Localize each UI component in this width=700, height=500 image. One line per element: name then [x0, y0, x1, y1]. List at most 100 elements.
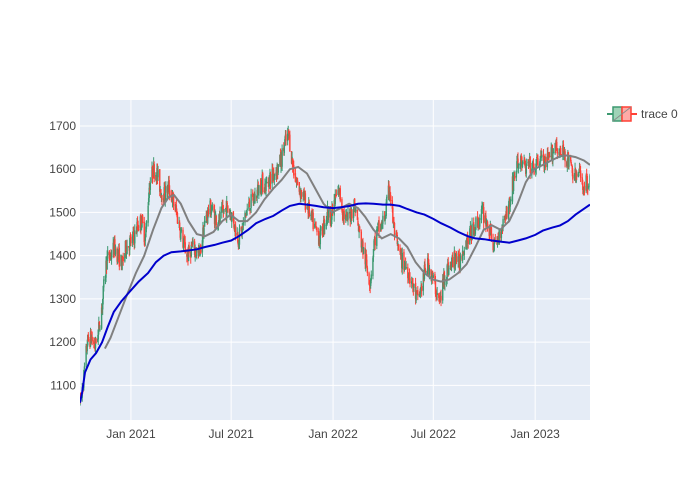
candle-decreasing	[506, 206, 508, 220]
candle-increasing	[405, 261, 407, 270]
plot-area	[80, 100, 590, 420]
candle-increasing	[475, 216, 477, 231]
candle-increasing	[552, 148, 555, 154]
y-tick-label: 1100	[50, 378, 76, 392]
candle-decreasing	[358, 225, 361, 233]
candle-increasing	[463, 246, 465, 260]
candle-increasing	[110, 250, 113, 265]
candle-decreasing	[300, 189, 303, 200]
candle-increasing	[214, 211, 217, 216]
candle-increasing	[149, 177, 152, 195]
legend[interactable]: trace 0	[607, 106, 678, 122]
candle-increasing	[444, 275, 446, 291]
candle-decreasing	[248, 198, 251, 208]
candle-decreasing	[392, 203, 394, 224]
candle-increasing	[265, 176, 267, 197]
candle-increasing	[568, 155, 570, 170]
candle-decreasing	[455, 251, 458, 265]
candle-increasing	[479, 214, 481, 230]
candle-decreasing	[440, 289, 442, 307]
candle-increasing	[355, 207, 357, 213]
legend-swatch-increasing	[612, 106, 623, 122]
candle-decreasing	[341, 197, 343, 213]
candle-decreasing	[586, 173, 588, 194]
candle-decreasing	[293, 160, 295, 179]
candle-increasing	[415, 287, 417, 304]
candle-decreasing	[424, 258, 426, 269]
candle-increasing	[147, 202, 149, 227]
candle-increasing	[541, 150, 543, 161]
candle-decreasing	[548, 151, 551, 158]
candle-increasing	[334, 189, 336, 207]
candle-increasing	[103, 276, 105, 292]
candle-increasing	[265, 176, 268, 184]
candle-increasing	[241, 222, 243, 240]
candle-decreasing	[564, 148, 566, 168]
candle-decreasing	[285, 130, 287, 146]
candle-increasing	[83, 362, 86, 373]
y-tick-label: 1400	[49, 249, 76, 263]
x-axis: Jan 2021 Jul 2021 Jan 2022 Jul 2022 Jan 2023	[106, 427, 560, 441]
candle-decreasing	[237, 231, 239, 245]
candle-increasing	[254, 187, 256, 204]
candle-decreasing	[366, 254, 368, 269]
legend-swatch-decreasing	[621, 106, 632, 122]
candle-decreasing	[351, 209, 353, 221]
candle-decreasing	[335, 189, 338, 197]
candle-increasing	[320, 225, 322, 236]
y-tick-label: 1500	[49, 205, 76, 219]
candle-increasing	[145, 220, 148, 233]
candle-decreasing	[576, 170, 578, 181]
candle-decreasing	[412, 278, 414, 293]
candle-increasing	[211, 202, 214, 211]
candle-decreasing	[140, 213, 142, 235]
candle-decreasing	[289, 130, 291, 152]
candle-decreasing	[304, 190, 307, 213]
legend-item-trace-0[interactable]: trace 0	[607, 106, 678, 122]
candle-decreasing	[215, 215, 217, 229]
candle-increasing	[525, 158, 528, 178]
candle-decreasing	[159, 168, 161, 197]
grid-lines	[80, 100, 590, 420]
candle-increasing	[370, 270, 372, 284]
candle-increasing	[493, 242, 495, 252]
candle-increasing	[219, 206, 221, 224]
candle-decreasing	[451, 252, 454, 268]
candle-decreasing	[169, 185, 171, 201]
candle-decreasing	[161, 195, 163, 206]
candle-increasing	[114, 244, 117, 257]
candle-decreasing	[178, 220, 181, 231]
candle-decreasing	[262, 171, 264, 195]
candle-increasing	[517, 163, 520, 174]
candle-increasing	[471, 217, 473, 241]
candle-increasing	[281, 144, 283, 172]
candle-decreasing	[141, 213, 144, 224]
candle-increasing	[432, 272, 434, 278]
candle-decreasing	[397, 244, 400, 251]
candle-increasing	[362, 247, 365, 255]
y-tick-label: 1300	[49, 292, 76, 306]
candle-increasing	[250, 188, 252, 213]
candle-increasing	[129, 235, 131, 255]
candle-increasing	[436, 286, 438, 301]
candle-decreasing	[269, 171, 272, 190]
candle-increasing	[99, 325, 101, 332]
candle-increasing	[401, 247, 403, 275]
x-tick-label: Jan 2022	[308, 427, 358, 441]
candle-decreasing	[87, 332, 90, 343]
candle-decreasing	[407, 263, 409, 284]
candle-increasing	[589, 173, 590, 191]
candle-increasing	[126, 239, 128, 255]
candle-increasing	[324, 223, 326, 235]
candle-increasing	[521, 160, 524, 169]
candle-increasing	[244, 210, 246, 226]
candle-decreasing	[316, 227, 318, 236]
candle-decreasing	[227, 205, 229, 213]
y-tick-label: 1700	[49, 119, 76, 133]
candle-increasing	[459, 252, 462, 273]
candle-increasing	[376, 226, 378, 250]
candle-increasing	[192, 236, 194, 249]
candle-decreasing	[374, 231, 376, 251]
candle-decreasing	[331, 203, 334, 216]
candle-increasing	[106, 246, 109, 261]
